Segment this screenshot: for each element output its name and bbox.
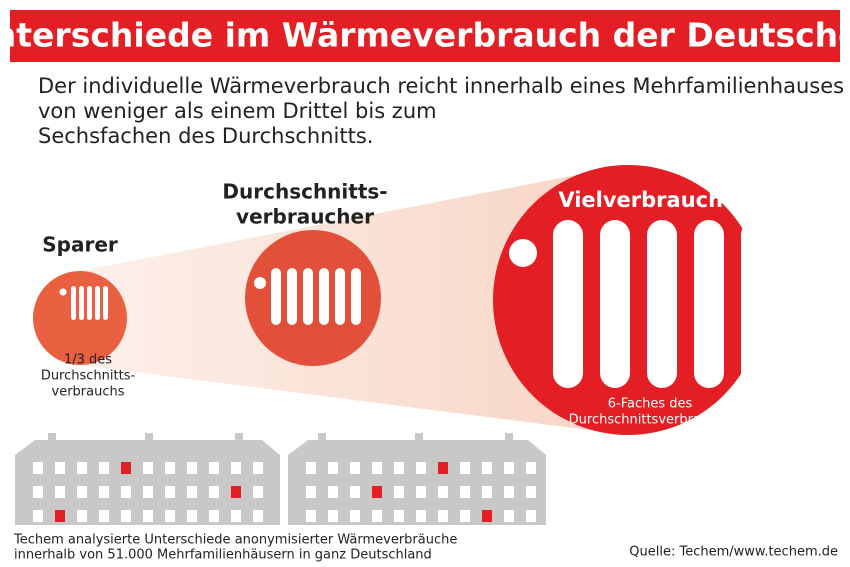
average-radiator [254,268,361,325]
group-label: verbraucher [236,205,374,229]
window [231,486,241,498]
window [143,510,153,522]
window [209,510,219,522]
window [460,462,470,474]
group-caption: 6-Faches des [608,397,693,412]
window [482,510,492,522]
window [33,462,43,474]
window [526,486,536,498]
group-caption: verbrauchs [52,385,125,400]
group-label: Vielverbraucher [558,188,748,212]
window [143,486,153,498]
intro-line: Sechsfachen des Durchschnitts. [38,124,373,148]
window [328,462,338,474]
group-label: Durchschnitts- [222,180,387,204]
footer-note: Techem analysierte Unterschiede anonymis… [13,533,457,548]
window [394,486,404,498]
window [416,462,426,474]
window [350,510,360,522]
window [306,486,316,498]
title-bar [10,10,840,62]
window [209,486,219,498]
window [209,462,219,474]
window [372,486,382,498]
intro-line: von weniger als einem Drittel bis zum [38,99,437,123]
window [438,462,448,474]
window [231,510,241,522]
window [526,462,536,474]
window [165,510,175,522]
window [526,510,536,522]
window [372,510,382,522]
footer-note: innerhalb von 51.000 Mehrfamilienhäusern… [14,548,432,563]
window [350,462,360,474]
source: Quelle: Techem/www.techem.de [629,545,838,560]
window [416,486,426,498]
window [121,510,131,522]
window [460,510,470,522]
sparer-radiator [59,286,108,320]
window [55,462,65,474]
window [143,462,153,474]
window [394,462,404,474]
window [99,486,109,498]
group-caption: Durchschnitts- [41,369,136,384]
window [460,486,470,498]
window [328,486,338,498]
window [306,462,316,474]
window [306,510,316,522]
window [438,510,448,522]
window [99,462,109,474]
window [253,462,263,474]
window [165,486,175,498]
window [504,462,514,474]
window [121,462,131,474]
window [77,510,87,522]
window [253,510,263,522]
window [350,486,360,498]
windows [33,462,536,522]
window [372,462,382,474]
window [99,510,109,522]
window [33,510,43,522]
intro-line: Der individuelle Wärmeverbrauch reicht i… [38,74,844,98]
window [187,510,197,522]
window [77,486,87,498]
window [165,462,175,474]
window [187,486,197,498]
group-caption: Durchschnittsverbrauchs [569,413,732,428]
window [55,510,65,522]
group-caption: 1/3 des [64,353,112,368]
window [253,486,263,498]
window [187,462,197,474]
window [328,510,338,522]
group-label: Sparer [42,233,118,257]
buildings [15,433,546,525]
window [121,486,131,498]
window [231,462,241,474]
window [482,462,492,474]
window [482,486,492,498]
window [438,486,448,498]
window [55,486,65,498]
window [394,510,404,522]
window [33,486,43,498]
title: Unterschiede im Wärmeverbrauch der Deuts… [0,16,850,55]
heavy-radiator [509,220,771,388]
window [77,462,87,474]
window [504,486,514,498]
window [416,510,426,522]
window [504,510,514,522]
